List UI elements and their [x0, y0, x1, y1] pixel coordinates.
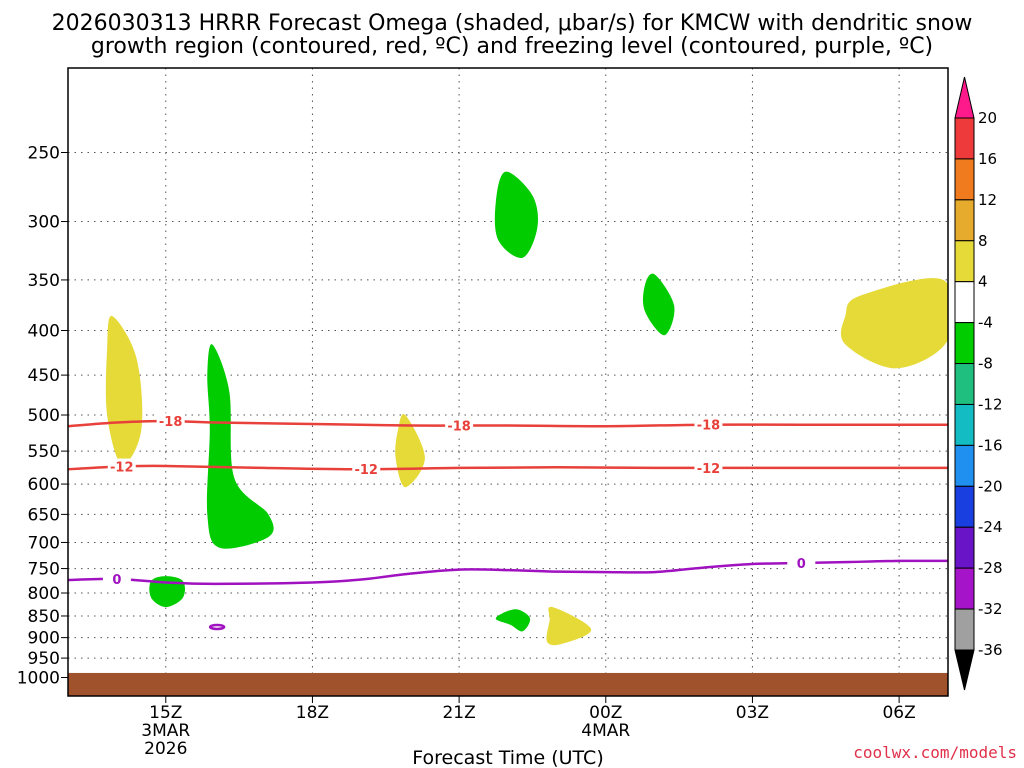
y-tick-label: 350 — [28, 271, 60, 291]
contour-label: -12 — [354, 463, 378, 478]
colorbar-label: -12 — [978, 395, 1003, 413]
x-axis-label: Forecast Time (UTC) — [412, 747, 603, 768]
colorbar-label: -36 — [978, 641, 1003, 659]
colorbar-segment — [954, 608, 975, 651]
x-tick-label: 00Z — [589, 703, 622, 723]
dgz-top-contour — [68, 419, 948, 428]
y-tick-label: 700 — [28, 533, 60, 553]
plot-area: 2503003504004505005506006507007508008509… — [17, 67, 949, 759]
colorbar-segment — [954, 363, 975, 405]
colorbar-bottom-arrow — [954, 649, 975, 691]
omega-region-7 — [546, 606, 592, 646]
colorbar-label: -16 — [978, 436, 1003, 454]
colorbar-label: -8 — [978, 355, 993, 373]
colorbar-segment — [954, 240, 975, 283]
contour-label-bg — [694, 459, 723, 476]
colorbar-label: -32 — [978, 600, 1003, 618]
omega-region-1 — [105, 315, 143, 465]
x-tick-label: 2026 — [144, 739, 187, 759]
x-tick-label: 4MAR — [581, 721, 630, 741]
y-tick-label: 750 — [28, 560, 60, 580]
freezing-level-contour — [68, 559, 948, 586]
x-tick-label: 03Z — [736, 703, 769, 723]
contour-label-bg — [787, 554, 816, 571]
colorbar-label: 4 — [978, 273, 988, 291]
contour-label: -18 — [159, 415, 183, 430]
y-tick-label: 450 — [28, 366, 60, 386]
x-tick-label: 15Z — [149, 703, 182, 723]
y-tick-label: 300 — [28, 213, 60, 233]
colorbar-segment — [954, 485, 975, 528]
omega-region-8 — [643, 273, 675, 336]
colorbar-label: -4 — [978, 314, 993, 332]
y-tick-label: 950 — [28, 649, 60, 669]
dgz-bottom-contour — [68, 464, 948, 471]
omega-region-5 — [494, 171, 539, 258]
contour-label: -12 — [697, 462, 721, 477]
colorbar-label: 16 — [978, 150, 997, 168]
colorbar-segment — [954, 281, 975, 324]
contour-label: -18 — [447, 419, 471, 434]
credit-text: coolwx.com/models — [853, 743, 1017, 762]
plot-frame — [67, 67, 949, 697]
y-tick-label: 400 — [28, 322, 60, 342]
contour-label-bg — [445, 417, 474, 434]
y-tick-label: 250 — [28, 144, 60, 164]
colorbar-segment — [954, 199, 975, 242]
contour-label: -18 — [697, 419, 721, 434]
colorbar-segment — [954, 526, 975, 569]
omega-region-2 — [206, 344, 274, 549]
y-tick-label: 1000 — [17, 669, 60, 689]
x-tick-label: 3MAR — [141, 721, 190, 741]
contour-label-bg — [352, 461, 381, 478]
omega-region-6 — [495, 609, 531, 632]
contour-label: -12 — [110, 461, 134, 476]
colorbar-label: -20 — [978, 477, 1003, 495]
y-tick-label: 650 — [28, 505, 60, 525]
colorbar: 20 16 12 8 4 -4 -8 -12 -16 -20 -24 -28 -32 -36 — [954, 76, 1003, 691]
y-tick-label: 850 — [28, 607, 60, 627]
contour-label: 0 — [112, 573, 121, 588]
colorbar-label: -24 — [978, 518, 1003, 536]
colorbar-label: 8 — [978, 232, 988, 250]
chart-title-line2: growth region (contoured, red, ºC) and f… — [91, 34, 933, 59]
y-tick-label: 900 — [28, 629, 60, 649]
colorbar-label: 12 — [978, 191, 997, 209]
contour-label-bg — [102, 571, 131, 588]
colorbar-top-arrow — [954, 76, 975, 119]
colorbar-segment — [954, 322, 975, 365]
x-tick-label: 06Z — [882, 703, 915, 723]
y-tick-label: 800 — [28, 584, 60, 604]
y-tick-label: 500 — [28, 406, 60, 426]
x-tick-label: 18Z — [296, 703, 329, 723]
freezing-level-fragment — [208, 623, 226, 631]
contour-label-bg — [107, 458, 136, 475]
colorbar-segment — [954, 403, 975, 446]
colorbar-segment — [954, 444, 975, 487]
colorbar-label: 20 — [978, 109, 997, 127]
x-tick-label: 21Z — [442, 703, 475, 723]
contour-label: 0 — [797, 557, 806, 572]
omega-region-9 — [840, 278, 948, 369]
colorbar-label: -28 — [978, 559, 1003, 577]
contour-label-bg — [694, 416, 723, 433]
y-tick-label: 550 — [28, 442, 60, 462]
colorbar-segment — [954, 567, 975, 610]
colorbar-segment — [954, 158, 975, 201]
contour-label-bg — [156, 413, 185, 430]
y-tick-label: 600 — [28, 475, 60, 495]
terrain-band — [68, 672, 948, 696]
chart-title-line1: 2026030313 HRRR Forecast Omega (shaded, … — [52, 11, 973, 36]
colorbar-segment — [954, 117, 975, 160]
